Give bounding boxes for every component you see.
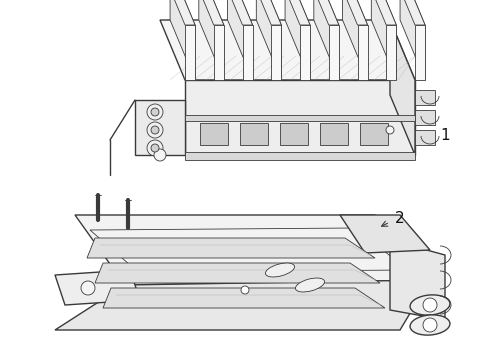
Polygon shape <box>271 25 281 80</box>
Polygon shape <box>371 0 396 80</box>
Polygon shape <box>415 110 435 125</box>
Text: 2: 2 <box>395 211 405 225</box>
Polygon shape <box>415 130 435 145</box>
Circle shape <box>386 126 394 134</box>
Polygon shape <box>135 100 185 155</box>
Polygon shape <box>329 25 339 80</box>
Circle shape <box>147 104 163 120</box>
Text: 1: 1 <box>440 127 450 143</box>
Polygon shape <box>343 0 368 80</box>
Polygon shape <box>390 20 415 155</box>
Polygon shape <box>185 115 415 121</box>
Polygon shape <box>95 263 380 283</box>
Polygon shape <box>160 0 195 25</box>
Polygon shape <box>243 25 252 80</box>
Ellipse shape <box>266 263 294 277</box>
Polygon shape <box>160 20 415 80</box>
Polygon shape <box>386 25 396 80</box>
Polygon shape <box>390 240 445 320</box>
Circle shape <box>241 286 249 294</box>
Polygon shape <box>300 25 310 80</box>
Polygon shape <box>87 238 375 258</box>
Polygon shape <box>320 123 348 145</box>
Polygon shape <box>280 123 308 145</box>
Polygon shape <box>415 25 425 80</box>
Polygon shape <box>185 80 415 155</box>
Circle shape <box>147 140 163 156</box>
Polygon shape <box>360 123 388 145</box>
Polygon shape <box>358 25 368 80</box>
Polygon shape <box>390 0 425 25</box>
Polygon shape <box>214 25 224 80</box>
Polygon shape <box>55 270 140 305</box>
Circle shape <box>151 126 159 134</box>
Circle shape <box>147 122 163 138</box>
Circle shape <box>423 318 437 332</box>
Polygon shape <box>185 152 415 160</box>
Polygon shape <box>285 0 310 80</box>
Polygon shape <box>170 0 195 80</box>
Polygon shape <box>218 0 252 25</box>
Circle shape <box>151 144 159 152</box>
Polygon shape <box>240 123 268 145</box>
Polygon shape <box>340 215 430 253</box>
Polygon shape <box>361 0 396 25</box>
Polygon shape <box>55 280 430 330</box>
Polygon shape <box>304 0 339 25</box>
Polygon shape <box>189 0 224 25</box>
Polygon shape <box>415 90 435 105</box>
Polygon shape <box>103 288 385 308</box>
Polygon shape <box>275 0 310 25</box>
Polygon shape <box>200 123 228 145</box>
Polygon shape <box>75 215 430 285</box>
Polygon shape <box>185 25 195 80</box>
Ellipse shape <box>410 295 450 315</box>
Circle shape <box>423 298 437 312</box>
Circle shape <box>81 281 95 295</box>
Polygon shape <box>400 0 425 80</box>
Polygon shape <box>314 0 339 80</box>
Polygon shape <box>333 0 368 25</box>
Polygon shape <box>227 0 252 80</box>
Polygon shape <box>256 0 281 80</box>
Ellipse shape <box>295 278 324 292</box>
Ellipse shape <box>410 315 450 335</box>
Polygon shape <box>246 0 281 25</box>
Circle shape <box>151 108 159 116</box>
Circle shape <box>154 149 166 161</box>
Polygon shape <box>199 0 224 80</box>
